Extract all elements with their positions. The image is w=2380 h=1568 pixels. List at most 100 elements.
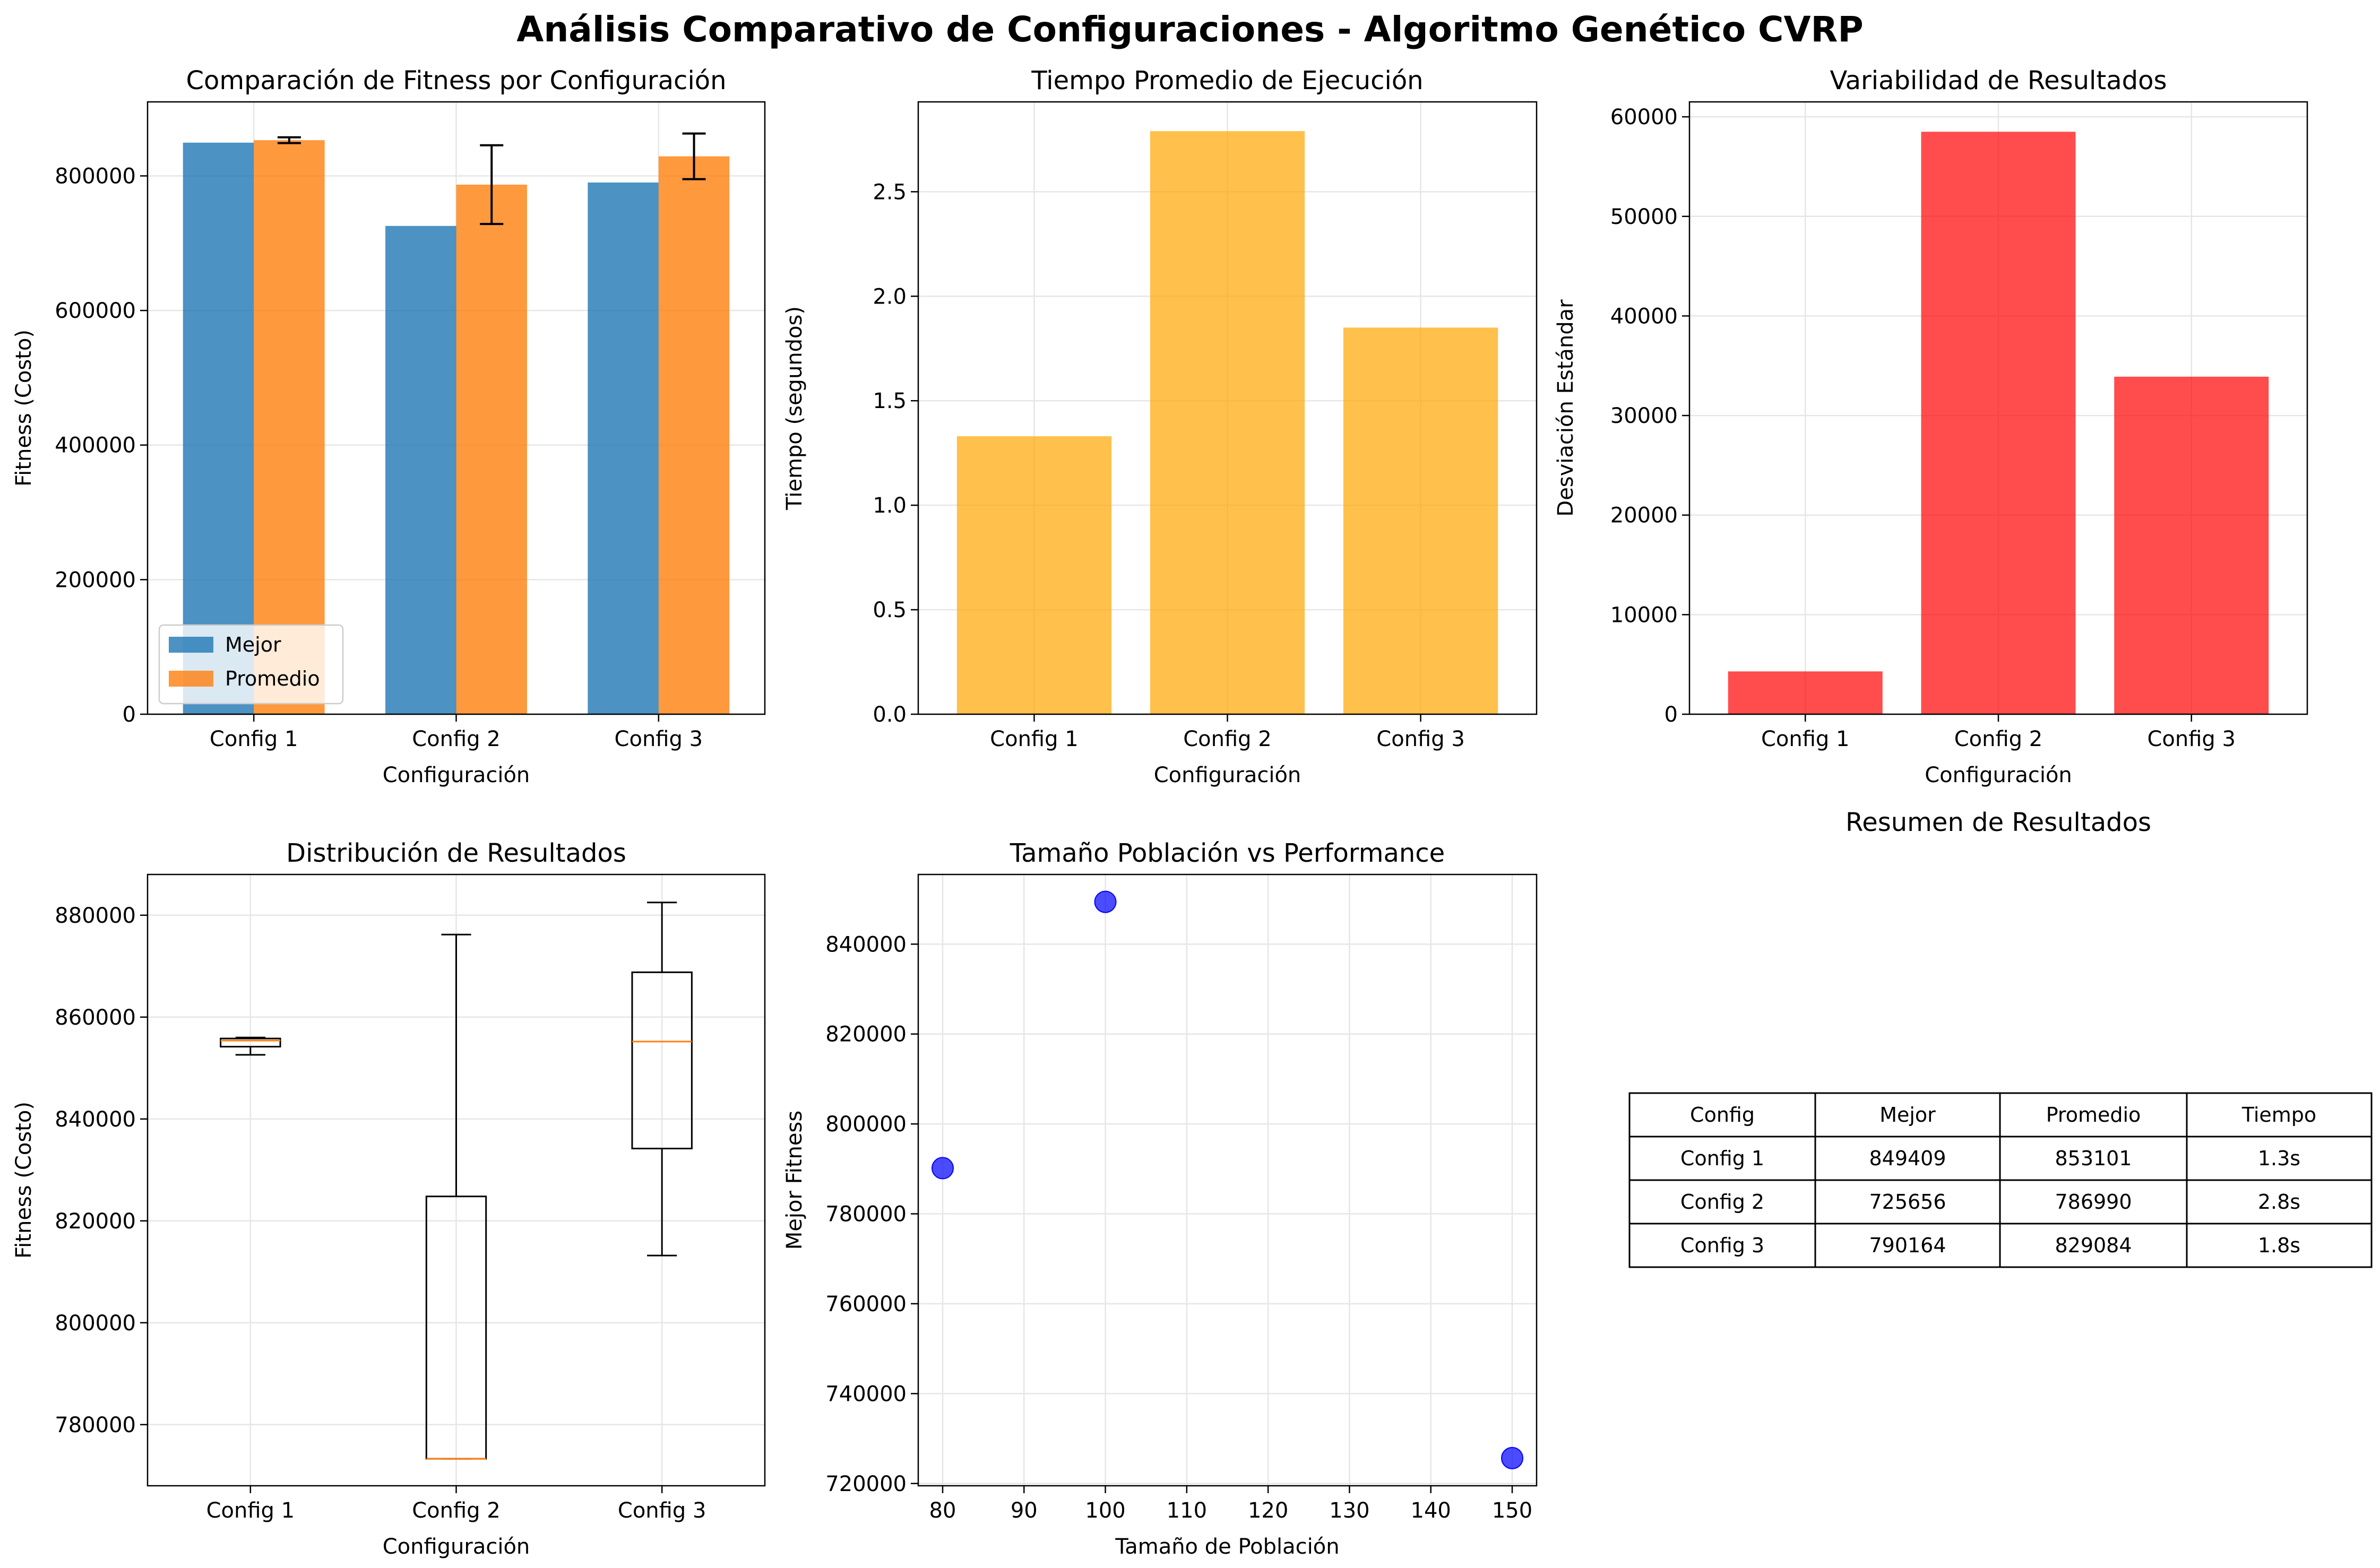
x-tick-label: 90 [1011,1498,1038,1523]
y-tick-label: 760000 [825,1292,907,1316]
table-cell [2186,1136,2373,1181]
panel-title: Distribución de Resultados [286,838,626,868]
x-tick-label: Config 1 [210,727,298,751]
y-axis-label: Tiempo (segundos) [782,306,807,510]
table-cell-text: 1.3s [2258,1147,2300,1170]
table-cell-text: 1.8s [2258,1234,2300,1257]
x-axis-label: Configuración [1925,763,2072,787]
x-tick-label: 80 [929,1498,956,1523]
table-cell-text: Config 2 [1680,1190,1764,1214]
x-tick-label: Config 3 [618,1498,706,1523]
chart-fitness-comparison: 0 200000 400000 600000 800000 Config 1 Config … [12,66,766,787]
table-cell-text: Config 3 [1680,1234,1764,1257]
legend-swatch [169,637,213,653]
y-tick-label: 800000 [55,1311,136,1336]
scatter-point [931,1157,954,1180]
table-cell [1814,1223,2001,1268]
summary-table: Resumen de Resultados Config Mejor Promedio… [1628,808,2373,1268]
bar-promedio [456,184,527,714]
y-axis-label: Fitness (Costo) [12,1102,36,1259]
x-tick-label: Config 3 [2147,727,2236,751]
y-tick-label: 780000 [825,1202,907,1227]
table-cell-text: 829084 [2055,1234,2132,1257]
table-cell-text: 790164 [1869,1234,1946,1257]
x-tick-label: Config 2 [1183,727,1272,751]
chart-legend: Mejor Promedio [158,624,344,705]
panel-title: Comparación de Fitness por Configuración [186,66,726,96]
y-tick-label: 800000 [55,164,136,188]
bar-mejor [588,182,659,714]
table-cell [1628,1223,1816,1268]
y-tick-label: 1.5 [873,389,907,413]
bar-tiempo [1343,327,1498,714]
bar-promedio [658,156,730,714]
table-header-text: Tiempo [2241,1103,2316,1127]
y-tick-label: 0 [1665,703,1678,727]
y-tick-label: 740000 [825,1382,907,1406]
scatter-point [1501,1446,1524,1469]
table-cell [2186,1223,2373,1268]
legend-label: Promedio [225,667,320,690]
y-tick-label: 2.5 [873,180,907,204]
x-tick-label: 130 [1329,1498,1369,1523]
y-tick-label: 30000 [1610,404,1678,428]
x-tick-label: Config 2 [412,727,501,751]
table-cell-text: Config 1 [1680,1147,1764,1170]
y-tick-label: 800000 [825,1112,907,1137]
y-tick-label: 400000 [55,434,136,458]
table-cell [1628,1136,1816,1181]
scatter-point [1094,890,1117,913]
table-header-text: Promedio [2046,1103,2141,1127]
y-tick-label: 720000 [825,1472,907,1496]
y-tick-label: 200000 [55,568,136,592]
x-tick-label: 110 [1167,1498,1207,1523]
table-cell-text: 849409 [1869,1147,1946,1170]
y-tick-label: 600000 [55,299,136,323]
x-tick-label: Config 1 [990,727,1079,751]
y-tick-label: 10000 [1610,603,1678,627]
x-axis-label: Configuración [383,763,530,787]
bar-promedio [254,140,325,715]
x-axis-label: Configuración [383,1535,530,1559]
table-cell-text: 2.8s [2258,1190,2300,1214]
bar-mejor [385,226,456,715]
y-tick-label: 880000 [55,904,136,928]
y-tick-label: 50000 [1610,205,1678,229]
x-tick-label: 150 [1492,1498,1532,1523]
y-tick-label: 20000 [1610,504,1678,528]
y-axis-label: Mejor Fitness [782,1111,807,1250]
table-cell-text: 725656 [1869,1190,1946,1214]
table-header-cell [2186,1092,2373,1138]
chart-population-vs-performance: 720000 740000 760000 780000 800000 820000 8400… [782,838,1538,1559]
table-cell [1999,1179,2188,1225]
x-tick-label: 140 [1411,1498,1451,1523]
panel-title: Tamaño Población vs Performance [1010,838,1445,868]
x-axis-label: Configuración [1154,763,1301,787]
table-cell [1999,1223,2188,1268]
figure-title: Análisis Comparativo de Configuraciones … [516,9,1864,50]
chart-variability: 0 10000 20000 30000 40000 50000 60000 Config 1 C… [1554,66,2308,787]
x-axis-label: Tamaño de Población [1115,1535,1339,1559]
y-axis-label: Fitness (Costo) [12,330,36,487]
y-tick-label: 60000 [1610,105,1678,129]
axes-frame [917,873,1538,1487]
y-tick-label: 820000 [825,1023,907,1047]
table-cell-text: 853101 [2055,1147,2132,1170]
y-tick-label: 0 [123,703,136,727]
y-tick-label: 780000 [55,1413,136,1437]
y-tick-label: 820000 [55,1209,136,1234]
x-tick-label: Config 3 [615,727,703,751]
chart-distribution: 780000 800000 820000 840000 860000 880000 Conf… [12,838,766,1559]
y-tick-label: 860000 [55,1006,136,1030]
bar-tiempo [956,436,1112,714]
y-tick-label: 1.0 [873,493,907,518]
x-tick-label: 100 [1085,1498,1125,1523]
box-iqr [631,971,693,1149]
x-tick-label: 120 [1248,1498,1288,1523]
x-tick-label: Config 2 [1954,727,2043,751]
table-header-text: Config [1690,1103,1755,1127]
panel-title: Variabilidad de Resultados [1830,66,2167,96]
y-tick-label: 840000 [55,1107,136,1132]
bar-tiempo [1150,131,1305,715]
